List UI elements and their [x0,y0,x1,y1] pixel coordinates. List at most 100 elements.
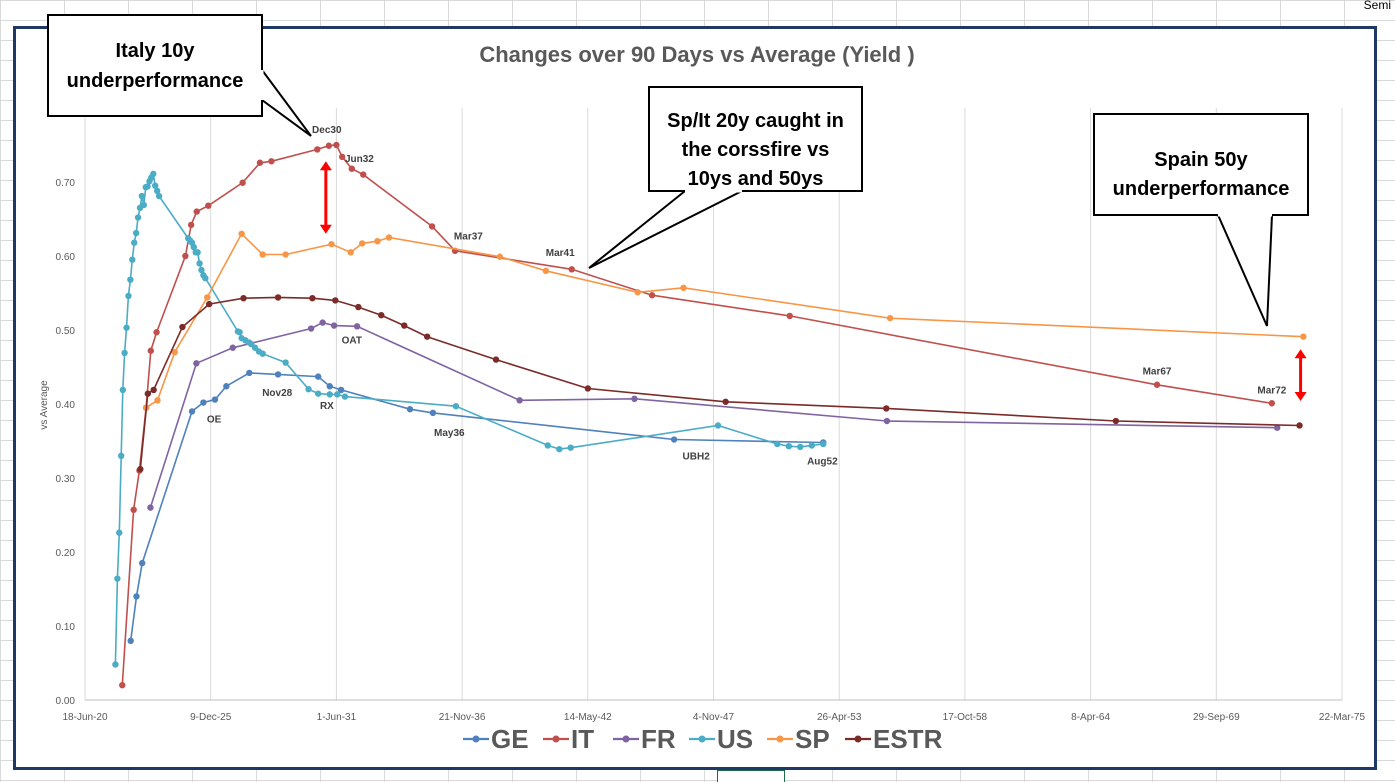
data-point [348,165,355,172]
callout-text: Sp/It 20y caught in [667,110,844,132]
y-tick-label: 0.00 [56,696,76,707]
legend-label: US [717,724,753,754]
data-point [127,637,134,644]
legend-label: ESTR [873,724,943,754]
data-point [114,575,121,582]
data-point [211,396,219,403]
data-point [338,153,346,161]
data-point [722,398,729,405]
point-label: OE [207,415,222,426]
data-point [121,349,128,357]
y-tick-label: 0.70 [56,178,76,189]
data-point [360,171,367,178]
data-point [1274,424,1281,431]
data-point [229,344,236,351]
data-point [274,294,282,301]
y-axis-label: vs Average [39,380,50,430]
data-point [236,329,243,336]
data-point [171,349,178,356]
data-point [259,350,266,357]
data-point [1112,417,1120,425]
data-point [584,385,592,392]
x-tick-label: 4-Nov-47 [693,712,735,723]
point-label: Nov28 [262,388,292,399]
point-label: Mar67 [1143,366,1172,377]
legend-item-us: US [689,724,753,754]
data-point [256,159,264,166]
arrows [319,161,1307,402]
data-point [631,395,638,403]
data-point [808,442,815,449]
data-point [337,386,345,394]
data-point [785,442,793,450]
legend-label: IT [571,724,594,754]
data-point [282,359,289,366]
data-point [130,506,137,514]
x-tick-label: 18-Jun-20 [62,712,107,723]
data-point [150,170,157,178]
data-point [305,386,312,393]
data-point [326,391,333,398]
data-point [155,192,163,200]
data-point [374,238,381,245]
data-point [428,223,436,230]
x-tick-label: 9-Dec-25 [190,712,232,723]
data-point [634,289,641,296]
data-point [147,347,155,354]
y-tick-label: 0.30 [56,474,76,485]
data-point [774,440,781,448]
legend-item-estr: ESTR [845,724,943,754]
callout-text: the corssfire vs [682,139,830,161]
callout-text: Spain 50y [1154,149,1248,171]
callouts: Italy 10y underperformance Sp/It 20y caugh… [47,14,1309,327]
data-point [179,323,186,331]
point-labels: Dec30 Jun32 Mar37 Mar41 OAT OE Nov28 RX May36 UBH… [207,125,1287,468]
data-point [118,452,125,459]
data-point [314,373,322,380]
data-point [144,183,151,190]
series-us [112,170,827,668]
data-point [123,324,130,331]
data-point [200,399,207,406]
data-point [353,323,361,330]
y-tick-label: 0.40 [56,400,76,411]
x-tick-label: 8-Apr-64 [1071,712,1110,723]
data-point [153,187,161,195]
legend-item-it: IT [543,724,594,754]
legend-label: FR [641,724,676,754]
data-point [347,249,354,256]
data-point [358,240,366,247]
x-tick-label: 29-Sep-69 [1193,712,1240,723]
data-point [119,682,126,689]
data-point [138,559,146,567]
data-point [797,443,804,451]
point-label: Aug52 [807,457,838,468]
series-line-estr [139,296,1300,470]
callout-rect [648,86,863,192]
data-point [153,329,160,336]
legend-label: GE [491,724,529,754]
legend-marker [854,735,862,743]
data-point [429,409,437,417]
data-point [492,356,500,363]
data-point [886,314,894,322]
arrow-head [319,224,332,234]
data-point [385,234,393,241]
data-point [423,333,431,340]
data-point [150,386,157,394]
x-tick-label: 21-Nov-36 [439,712,486,723]
point-label: Jun32 [345,154,374,165]
data-point [355,303,362,311]
sheet-tab[interactable] [717,770,785,782]
x-tick-label: 26-Apr-53 [817,712,862,723]
callout-box: Italy 10y underperformance [47,14,312,137]
data-point [567,444,574,451]
data-point [129,256,136,263]
legend-marker [776,735,784,743]
data-point [187,221,195,229]
legend-marker [622,735,630,743]
point-label: OAT [342,335,362,346]
callout-rect [47,14,263,117]
arrow-head [319,161,332,171]
data-point [198,266,205,274]
